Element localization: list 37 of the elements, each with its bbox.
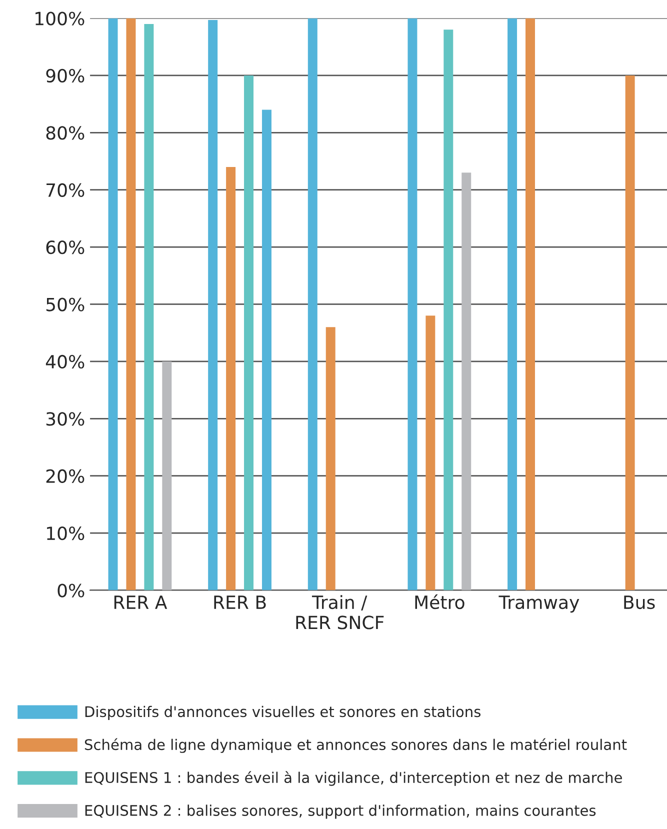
bar xyxy=(408,18,418,590)
bar xyxy=(144,24,154,590)
bar xyxy=(426,316,436,590)
y-tick-label: 30% xyxy=(46,412,84,426)
x-tick-label: Train / RER SNCF xyxy=(296,595,384,630)
x-tick-label: Tramway xyxy=(498,596,580,613)
y-tick-label: 40% xyxy=(46,354,84,369)
bar xyxy=(326,327,336,590)
y-tick-label: 80% xyxy=(46,126,84,140)
y-tick-label: 10% xyxy=(47,526,84,540)
bar xyxy=(108,18,118,590)
x-tick-label: RER B xyxy=(214,596,266,609)
y-tick-label: 100% xyxy=(36,12,84,26)
y-tick-label: 90% xyxy=(46,68,84,83)
bar xyxy=(244,75,254,590)
legend-label: EQUISENS 2 : balises sonores, support d'information, mains courantes xyxy=(85,804,596,819)
bar xyxy=(162,361,172,590)
legend-label: Dispositifs d'annonces visuelles et sonores en stations xyxy=(85,706,480,720)
y-tick-label: 70% xyxy=(46,183,84,197)
bar xyxy=(462,172,472,590)
bar xyxy=(308,18,318,590)
bar xyxy=(208,20,218,590)
x-tick-label: Bus xyxy=(624,596,655,610)
y-tick-label: 60% xyxy=(46,240,84,254)
bar xyxy=(226,166,236,590)
legend-label: EQUISENS 1 : bandes éveil à la vigilance, d'interception et nez de marche xyxy=(85,771,622,786)
bar xyxy=(444,30,454,590)
bar xyxy=(526,18,535,590)
y-tick-label: 20% xyxy=(46,469,84,483)
bar xyxy=(126,18,136,590)
y-tick-label: 0% xyxy=(58,584,84,598)
y-tick-label: 50% xyxy=(46,298,84,312)
bar xyxy=(625,75,635,590)
legend-label: Schéma de ligne dynamique et annonces sonores dans le matériel roulant xyxy=(84,738,627,753)
bar xyxy=(508,18,518,590)
x-tick-label: Métro xyxy=(415,594,464,610)
x-tick-label: RER A xyxy=(114,596,168,609)
